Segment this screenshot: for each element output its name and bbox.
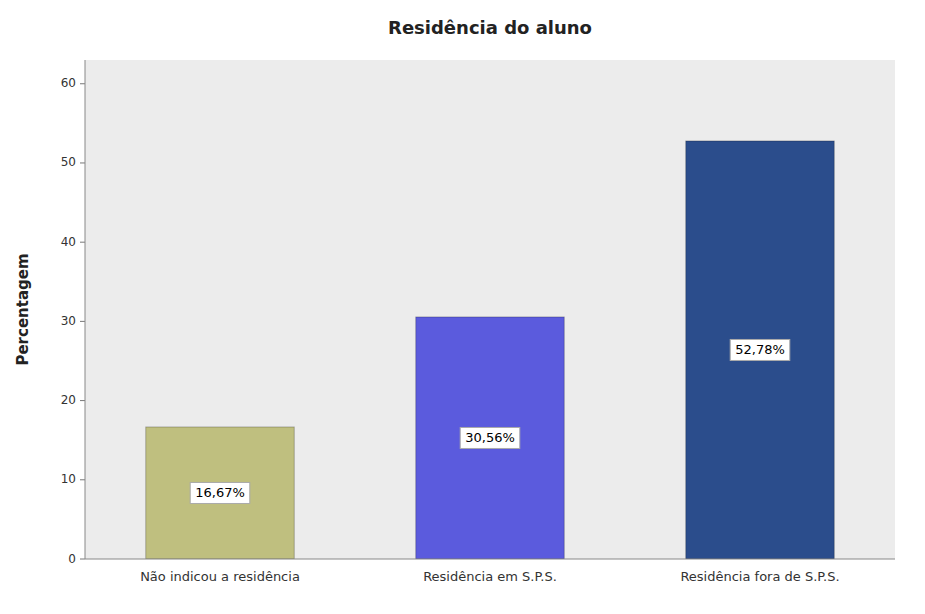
y-tick-label: 60 <box>61 76 76 90</box>
y-tick <box>80 162 85 163</box>
bar <box>686 141 835 559</box>
data-label-box <box>730 339 790 360</box>
y-tick <box>80 479 85 480</box>
y-tick-label: 20 <box>61 393 76 407</box>
y-tick-label: 40 <box>61 235 76 249</box>
chart-title: Residência do aluno <box>388 17 592 38</box>
x-tick-label: Não indicou a residência <box>140 569 300 584</box>
y-axis-label: Percentagem <box>14 253 32 365</box>
y-tick-label: 0 <box>68 552 76 566</box>
y-tick <box>80 321 85 322</box>
chart-svg: 0 10 20 30 40 50 60 16,67% 30,56% 52,78% Não indic… <box>0 0 925 614</box>
data-label-box <box>460 427 520 448</box>
y-tick <box>80 559 85 560</box>
data-label: 52,78% <box>735 342 785 357</box>
x-tick-label: Residência em S.P.S. <box>423 569 557 584</box>
data-label: 16,67% <box>195 485 245 500</box>
bars <box>146 141 835 559</box>
y-tick <box>80 400 85 401</box>
y-axis-line <box>85 60 86 559</box>
plot-background <box>85 60 895 559</box>
x-axis-line <box>85 559 895 560</box>
y-tick <box>80 83 85 84</box>
y-tick-label: 50 <box>61 155 76 169</box>
y-tick-label: 30 <box>61 314 76 328</box>
y-tick <box>80 242 85 243</box>
chart-container: 0 10 20 30 40 50 60 16,67% 30,56% 52,78% Não indic… <box>0 0 925 614</box>
bar <box>416 317 565 559</box>
bar <box>146 427 295 559</box>
data-label-box <box>190 482 250 503</box>
y-tick-label: 10 <box>61 472 76 486</box>
x-tick-label: Residência fora de S.P.S. <box>680 569 839 584</box>
data-label: 30,56% <box>465 430 515 445</box>
